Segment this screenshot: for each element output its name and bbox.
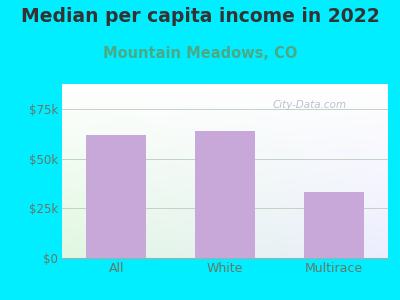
Text: Median per capita income in 2022: Median per capita income in 2022 bbox=[21, 8, 379, 26]
Text: City-Data.com: City-Data.com bbox=[273, 100, 347, 110]
Bar bbox=[86, 135, 146, 258]
Text: Mountain Meadows, CO: Mountain Meadows, CO bbox=[103, 46, 297, 62]
Bar bbox=[195, 131, 255, 258]
Bar bbox=[304, 192, 364, 258]
